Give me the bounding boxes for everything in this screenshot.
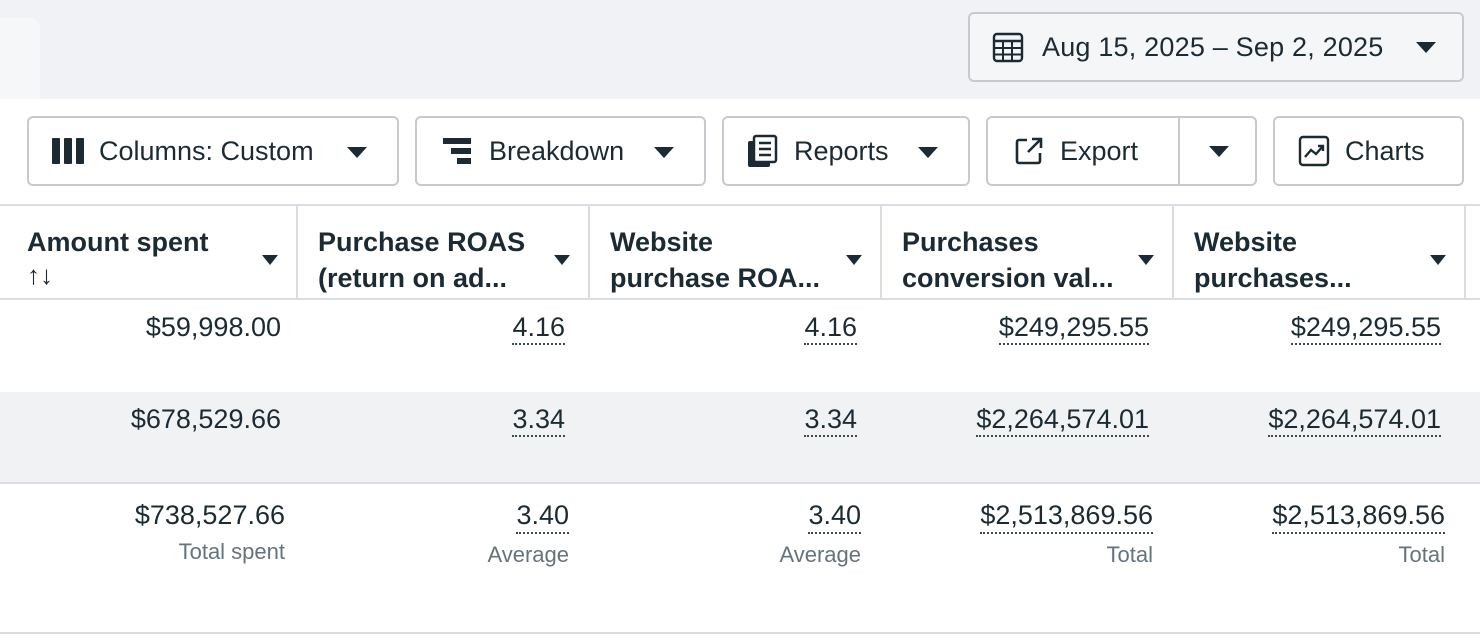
export-label: Export [1060, 135, 1139, 166]
table-header-row: Amount spent ↑↓ Purchase ROAS (return on… [0, 204, 1480, 300]
chevron-down-icon[interactable] [846, 255, 862, 265]
columns-label: Columns: Custom [99, 135, 314, 166]
chevron-down-icon [918, 147, 938, 158]
header-label: Amount spent [27, 227, 209, 257]
breakdown-button[interactable]: Breakdown [415, 116, 706, 186]
cell-website-purchases[interactable]: $2,264,574.01 [1268, 404, 1441, 437]
cell-purchase-roas[interactable]: 4.16 [512, 312, 565, 345]
charts-label: Charts [1345, 135, 1425, 166]
chart-icon [1297, 134, 1331, 168]
total-purchases-conversion-value[interactable]: $2,513,869.56 [980, 500, 1153, 534]
total-website-purchases[interactable]: $2,513,869.56 [1272, 500, 1445, 534]
header-label-line2: purchases... [1194, 263, 1352, 293]
export-button[interactable]: Export [986, 116, 1257, 186]
cell-website-purchase-roas[interactable]: 4.16 [804, 312, 857, 345]
total-label: Total [1106, 542, 1153, 567]
total-label: Average [779, 542, 861, 567]
cell-amount-spent: $59,998.00 [145, 312, 281, 342]
chevron-down-icon [654, 147, 674, 158]
reports-button[interactable]: Reports [722, 116, 970, 186]
chevron-down-icon[interactable] [1430, 255, 1446, 265]
column-header-amount-spent[interactable]: Amount spent ↑↓ [7, 206, 298, 300]
header-label: Website [610, 227, 714, 257]
breakdown-icon [441, 134, 475, 168]
table-row: $678,529.66 3.34 3.34 $2,264,574.01 $2,2… [0, 392, 1480, 484]
chevron-down-icon [1208, 145, 1229, 157]
date-range-picker[interactable]: Aug 15, 2025 – Sep 2, 2025 [968, 12, 1464, 82]
reports-icon [746, 134, 780, 168]
total-label: Average [487, 542, 569, 567]
date-range-label: Aug 15, 2025 – Sep 2, 2025 [1042, 31, 1384, 62]
columns-button[interactable]: Columns: Custom [27, 116, 399, 186]
columns-icon [51, 134, 85, 168]
total-label: Total spent [178, 539, 285, 564]
header-label: Purchase ROAS [318, 227, 526, 257]
column-header-website-purchases[interactable]: Website purchases... [1174, 206, 1466, 300]
table-row: $59,998.00 4.16 4.16 $249,295.55 $249,29… [0, 300, 1480, 392]
cell-purchases-conversion-value[interactable]: $2,264,574.01 [976, 404, 1149, 437]
button-divider [1178, 118, 1180, 184]
chevron-down-icon [1416, 42, 1436, 53]
total-website-purchase-roas[interactable]: 3.40 [808, 500, 861, 534]
header-label: Purchases [902, 227, 1039, 257]
external-link-icon [1012, 134, 1046, 168]
header-label-line2: purchase ROA... [610, 263, 821, 293]
column-header-website-purchase-roas[interactable]: Website purchase ROA... [590, 206, 882, 300]
column-header-purchase-roas[interactable]: Purchase ROAS (return on ad... [298, 206, 590, 300]
side-card [0, 18, 40, 110]
column-header-purchases-conversion-value[interactable]: Purchases conversion val... [882, 206, 1174, 300]
header-label-line2: conversion val... [902, 263, 1114, 293]
total-purchase-roas[interactable]: 3.40 [516, 500, 569, 534]
chevron-down-icon[interactable] [554, 255, 570, 265]
total-label: Total [1398, 542, 1445, 567]
sort-icon[interactable]: ↑↓ [27, 260, 53, 290]
export-options-dropdown[interactable] [1180, 118, 1257, 184]
cell-website-purchases[interactable]: $249,295.55 [1290, 312, 1441, 345]
cell-purchase-roas[interactable]: 3.34 [512, 404, 565, 437]
calendar-icon [992, 31, 1024, 63]
reports-label: Reports [794, 135, 889, 166]
chevron-down-icon [347, 147, 367, 158]
cell-amount-spent: $678,529.66 [130, 404, 281, 434]
header-label-line2: (return on ad... [318, 263, 507, 293]
totals-row: $738,527.66 Total spent 3.40 Average 3.4… [0, 484, 1480, 634]
data-table: Amount spent ↑↓ Purchase ROAS (return on… [0, 204, 1480, 634]
cell-website-purchase-roas[interactable]: 3.34 [804, 404, 857, 437]
chevron-down-icon[interactable] [1138, 255, 1154, 265]
chevron-down-icon[interactable] [262, 255, 278, 265]
breakdown-label: Breakdown [489, 135, 625, 166]
total-amount-spent: $738,527.66 [134, 500, 285, 530]
cell-purchases-conversion-value[interactable]: $249,295.55 [998, 312, 1149, 345]
header-label: Website [1194, 227, 1298, 257]
charts-button[interactable]: Charts [1273, 116, 1464, 186]
